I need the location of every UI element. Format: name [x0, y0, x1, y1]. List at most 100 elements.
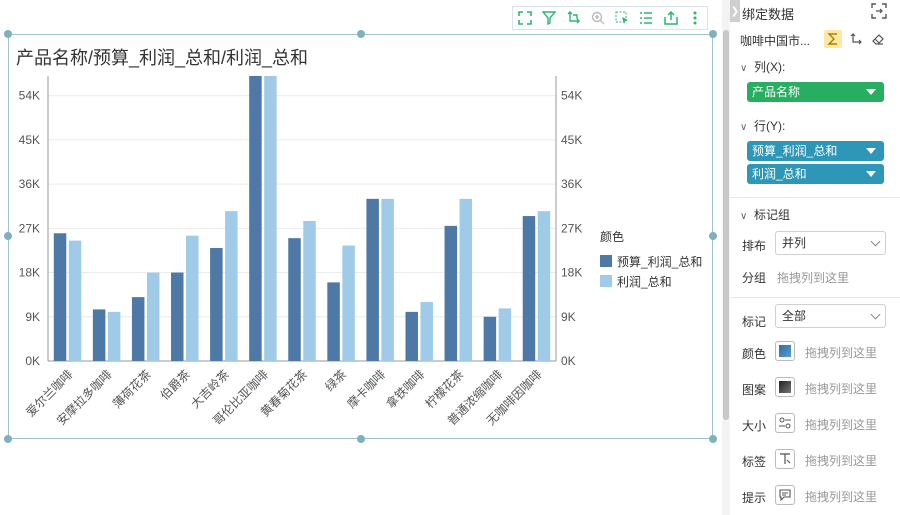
legend-label: 预算_利润_总和 — [617, 254, 703, 269]
fullscreen-icon[interactable] — [516, 9, 534, 27]
y-tick-label-left: 27K — [19, 221, 40, 235]
marks-group-label: 标记组 — [754, 208, 791, 222]
bar[interactable] — [327, 282, 340, 361]
resize-handle[interactable] — [357, 30, 365, 38]
collapse-panel-button[interactable]: ❯ — [730, 0, 740, 22]
mark-select[interactable]: 全部 — [775, 304, 886, 328]
bar[interactable] — [420, 302, 433, 361]
y-field-pill[interactable]: 利润_总和 — [747, 164, 884, 184]
bar[interactable] — [405, 311, 418, 361]
zoom-icon[interactable] — [589, 9, 607, 27]
bar[interactable] — [444, 225, 458, 361]
legend-swatch — [600, 255, 612, 267]
y-tick-label-left: 18K — [19, 266, 40, 280]
group-drop-zone[interactable]: 拖拽列到这里 — [777, 271, 850, 285]
bar[interactable] — [483, 316, 497, 361]
resize-handle[interactable] — [357, 435, 365, 443]
layout-label: 排布 — [742, 239, 767, 253]
vertical-scrollbar[interactable] — [722, 0, 730, 515]
bar[interactable] — [498, 308, 512, 361]
color-drop-zone[interactable]: 拖拽列到这里 — [805, 346, 878, 360]
tag-label: 标签 — [742, 455, 767, 469]
resize-handle[interactable] — [4, 30, 12, 38]
legend-item[interactable]: 预算_利润_总和 — [600, 251, 702, 271]
size-label: 大小 — [742, 419, 767, 433]
label-icon[interactable] — [775, 449, 795, 469]
bar[interactable] — [537, 211, 551, 361]
select-icon[interactable] — [613, 9, 631, 27]
bar[interactable] — [381, 198, 394, 361]
swap-axes-icon[interactable] — [565, 9, 583, 27]
bar[interactable] — [303, 220, 316, 361]
x-field-pill[interactable]: 产品名称 — [747, 82, 884, 102]
bar[interactable] — [249, 76, 262, 361]
rows-section-header[interactable]: ∨ 行(Y): — [740, 117, 785, 134]
chevron-down-icon: ∨ — [740, 122, 748, 133]
layout-select[interactable]: 并列 — [775, 231, 886, 255]
legend-label: 利润_总和 — [617, 274, 672, 289]
resize-handle[interactable] — [4, 435, 12, 443]
y-tick-label-left: 0K — [25, 354, 40, 368]
bar[interactable] — [288, 238, 301, 361]
dropdown-arrow-icon[interactable] — [866, 89, 876, 95]
y-tick-label-right: 18K — [561, 266, 582, 280]
resize-handle[interactable] — [4, 232, 12, 240]
bar[interactable] — [264, 76, 277, 361]
pattern-icon[interactable] — [775, 377, 795, 397]
y-tick-label-left: 36K — [19, 177, 40, 191]
x-field-label: 产品名称 — [752, 85, 801, 99]
bar[interactable] — [92, 309, 106, 361]
dataset-name[interactable]: 咖啡中国市... — [740, 34, 811, 48]
filter-icon[interactable] — [540, 9, 558, 27]
bar[interactable] — [146, 272, 160, 361]
tag-drop-zone[interactable]: 拖拽列到这里 — [805, 454, 878, 468]
bar[interactable] — [68, 240, 82, 361]
group-label: 分组 — [742, 271, 767, 285]
bind-data-panel: ❯ 绑定数据 咖啡中国市... — [730, 0, 900, 515]
resize-handle[interactable] — [709, 232, 717, 240]
eraser-icon[interactable] — [869, 30, 887, 48]
y-field-label: 预算_利润_总和 — [752, 144, 838, 158]
pattern-swatch — [779, 381, 791, 393]
bar[interactable] — [459, 198, 473, 361]
size-icon[interactable] — [775, 413, 795, 433]
resize-handle[interactable] — [709, 30, 717, 38]
tooltip-drop-zone[interactable]: 拖拽列到这里 — [805, 490, 878, 504]
legend-item[interactable]: 利润_总和 — [600, 271, 702, 291]
y-field-pill[interactable]: 预算_利润_总和 — [747, 141, 884, 161]
columns-section-header[interactable]: ∨ 列(X): — [740, 58, 785, 75]
export-icon[interactable] — [662, 9, 680, 27]
switch-view-icon[interactable] — [870, 2, 888, 20]
color-icon[interactable] — [775, 341, 795, 361]
y-tick-label-right: 27K — [561, 221, 582, 235]
sum-icon[interactable] — [824, 30, 842, 48]
divider — [730, 297, 900, 298]
bar[interactable] — [522, 216, 536, 361]
scrollbar-thumb[interactable] — [723, 30, 729, 420]
dropdown-arrow-icon[interactable] — [866, 148, 876, 154]
chart-title: 产品名称/预算_利润_总和/利润_总和 — [16, 48, 309, 68]
bar[interactable] — [53, 233, 67, 361]
dropdown-arrow-icon[interactable] — [866, 171, 876, 177]
more-icon[interactable] — [686, 9, 704, 27]
list-icon[interactable] — [637, 9, 655, 27]
marks-group-header[interactable]: ∨ 标记组 — [740, 206, 790, 223]
bar[interactable] — [366, 198, 379, 361]
bar[interactable] — [186, 235, 199, 361]
mark-label: 标记 — [742, 315, 767, 329]
bar[interactable] — [225, 211, 238, 361]
y-tick-label-right: 45K — [561, 133, 582, 147]
bar[interactable] — [210, 247, 223, 361]
swap-icon[interactable] — [847, 30, 865, 48]
divider — [730, 197, 900, 198]
resize-handle[interactable] — [709, 435, 717, 443]
bar[interactable] — [131, 297, 145, 361]
tooltip-icon[interactable] — [775, 485, 795, 505]
rows-label: 行(Y): — [754, 119, 786, 133]
size-drop-zone[interactable]: 拖拽列到这里 — [805, 418, 878, 432]
bar[interactable] — [342, 245, 355, 361]
bar[interactable] — [171, 272, 184, 361]
bar[interactable] — [107, 311, 121, 361]
pattern-drop-zone[interactable]: 拖拽列到这里 — [805, 382, 878, 396]
